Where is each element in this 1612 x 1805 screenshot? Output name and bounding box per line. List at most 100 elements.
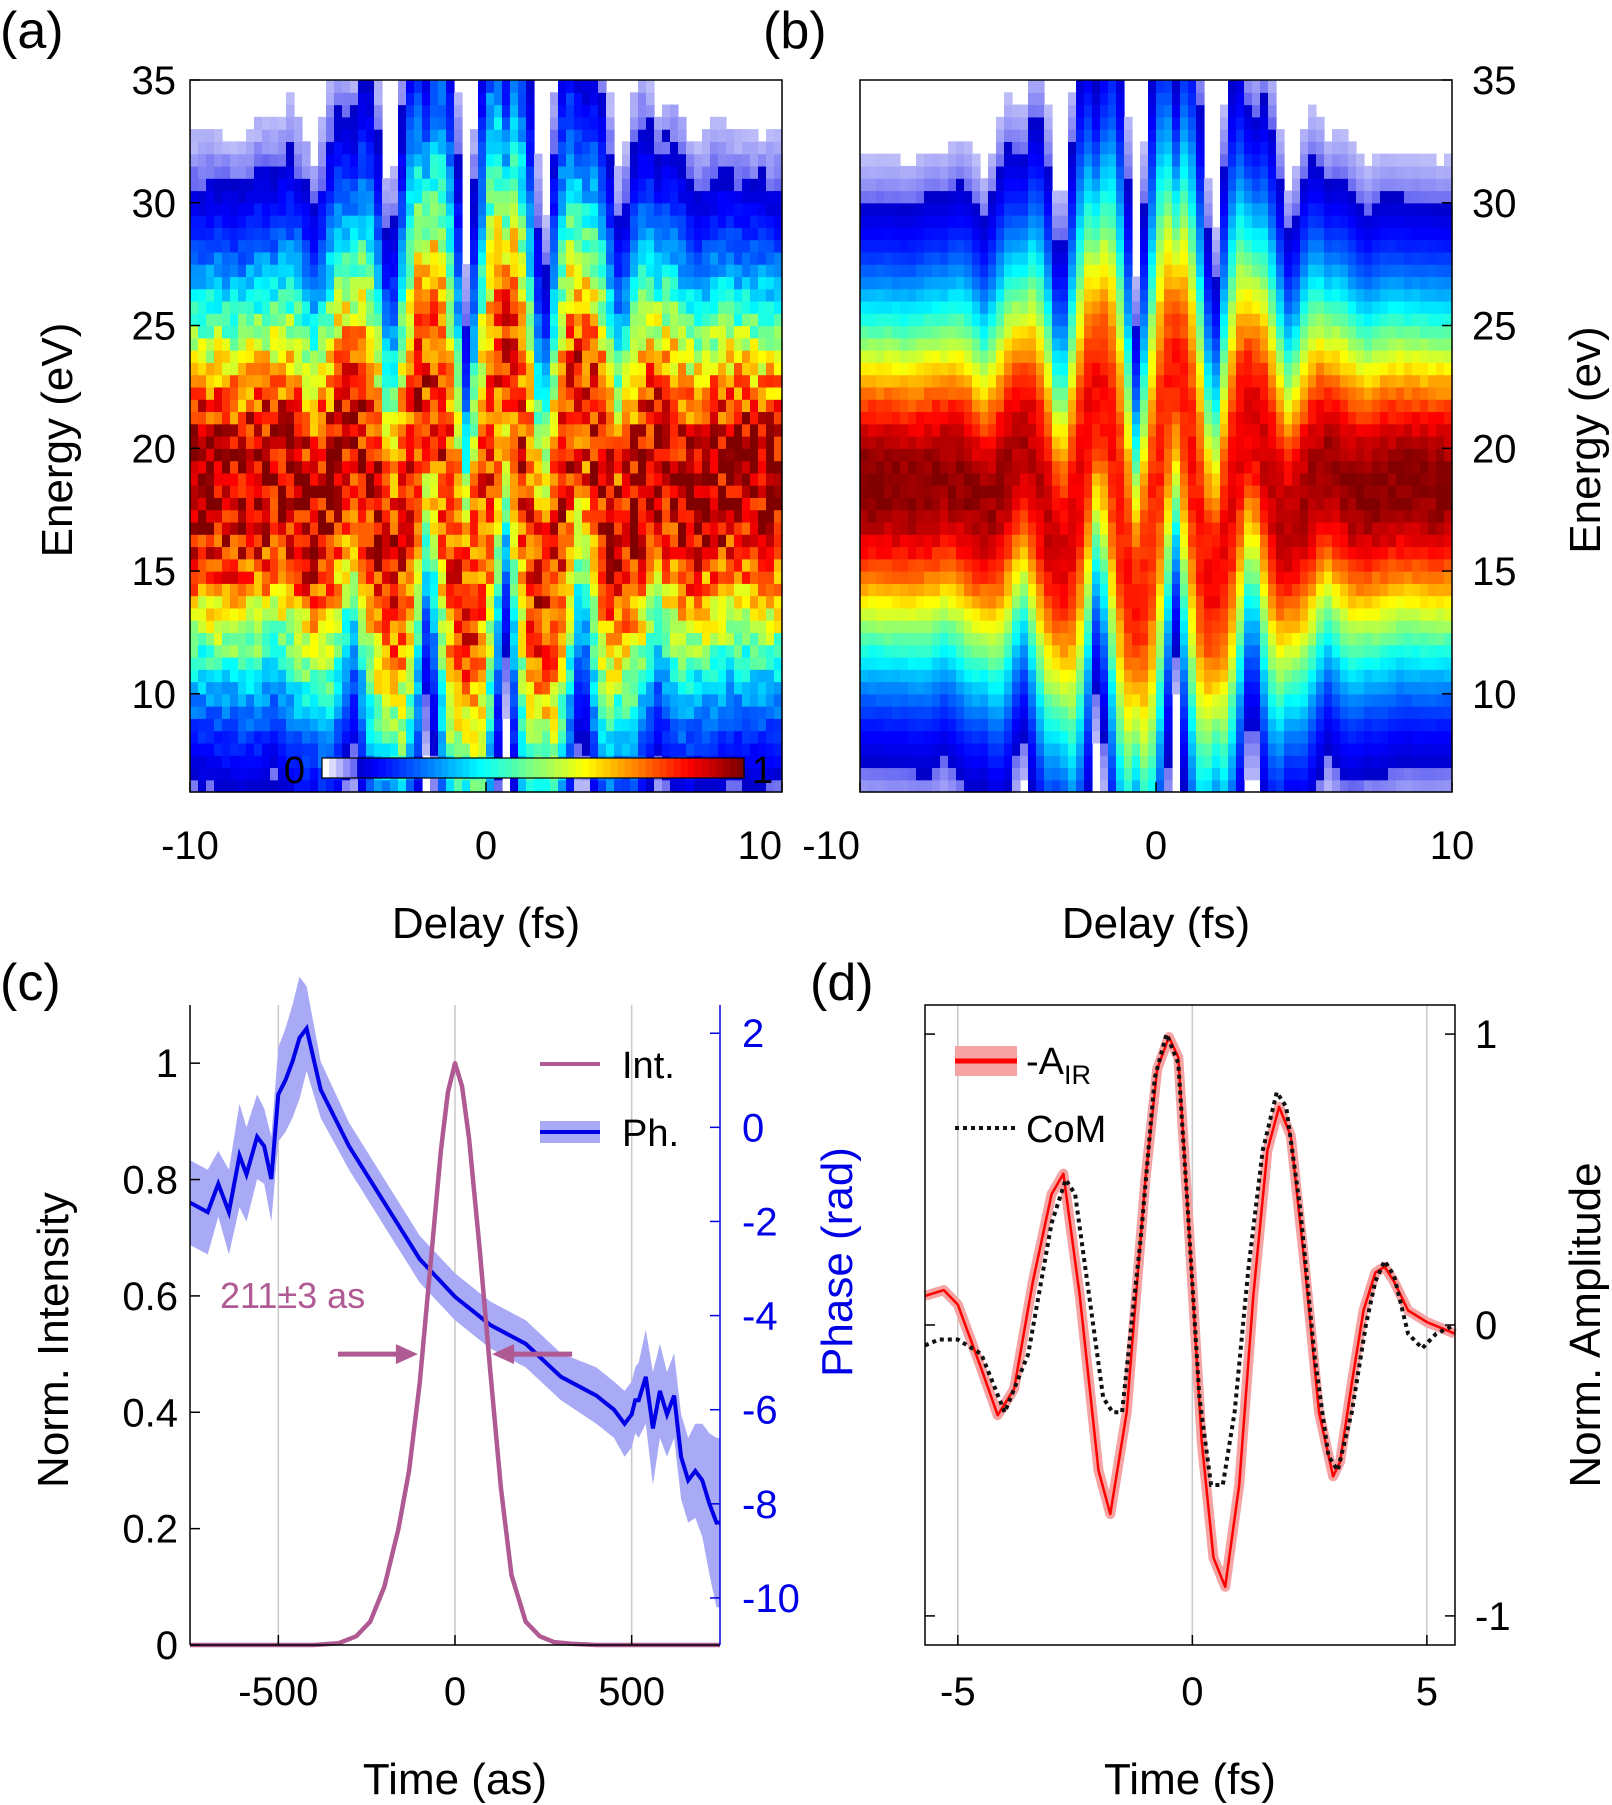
heatmap-cell <box>350 399 359 413</box>
heatmap-cell <box>438 509 447 523</box>
heatmap-cell <box>654 472 663 486</box>
heatmap-cell <box>654 742 663 756</box>
heatmap-cell <box>206 669 215 683</box>
heatmap-cell <box>750 239 759 253</box>
heatmap-cell <box>382 178 391 192</box>
heatmap-cell <box>678 129 687 142</box>
heatmap-cell <box>566 80 575 93</box>
heatmap-cell <box>876 571 885 584</box>
heatmap-cell <box>438 92 447 106</box>
heatmap-cell <box>908 718 917 732</box>
heatmap-cell <box>598 509 607 523</box>
heatmap-cell <box>190 509 199 523</box>
heatmap-cell <box>868 595 877 609</box>
heatmap-cell <box>398 104 407 118</box>
heatmap-cell <box>614 779 623 793</box>
heatmap-cell <box>550 656 559 670</box>
heatmap-cell <box>900 767 909 781</box>
heatmap-cell <box>438 607 447 621</box>
heatmap-cell <box>686 497 695 511</box>
heatmap-cell <box>406 129 415 142</box>
heatmap-cell <box>638 288 647 302</box>
heatmap-cell <box>414 251 423 265</box>
heatmap-cell <box>294 656 303 670</box>
heatmap-cell <box>454 460 463 474</box>
heatmap-cell <box>430 436 439 449</box>
heatmap-cell <box>654 620 663 634</box>
heatmap-cell <box>486 730 495 744</box>
heatmap-cell <box>342 681 351 695</box>
heatmap-cell <box>678 779 687 793</box>
heatmap-cell <box>734 693 743 707</box>
heatmap-cell <box>558 350 567 363</box>
heatmap-cell <box>550 288 559 302</box>
heatmap-cell <box>702 215 711 228</box>
heatmap-cell <box>550 386 559 400</box>
heatmap-cell <box>630 558 639 572</box>
heatmap-cell <box>686 178 695 192</box>
heatmap-cell <box>868 215 877 228</box>
heatmap-cell <box>246 730 255 744</box>
heatmap-cell <box>502 350 511 363</box>
heatmap-cell <box>766 742 775 756</box>
heatmap-cell <box>206 386 215 400</box>
heatmap-cell <box>302 337 311 351</box>
heatmap-cell <box>964 300 973 314</box>
heatmap-cell <box>534 681 543 695</box>
heatmap-cell <box>956 681 965 695</box>
heatmap-cell <box>238 644 247 658</box>
heatmap-cell <box>868 337 877 351</box>
heatmap-cell <box>278 485 287 498</box>
heatmap-cell <box>614 202 623 216</box>
heatmap-cell <box>478 656 487 670</box>
heatmap-cell <box>972 534 981 548</box>
heatmap-cell <box>286 374 295 388</box>
heatmap-cell <box>198 767 207 781</box>
heatmap-cell <box>892 534 901 548</box>
heatmap-cell <box>518 436 527 449</box>
heatmap-cell <box>670 141 679 155</box>
heatmap-cell <box>638 779 647 793</box>
heatmap-cell <box>742 178 751 192</box>
heatmap-cell <box>980 448 989 462</box>
heatmap-cell <box>430 80 439 93</box>
heatmap-cell <box>358 558 367 572</box>
heatmap-cell <box>726 325 735 339</box>
heatmap-cell <box>374 779 383 793</box>
heatmap-cell <box>718 742 727 756</box>
heatmap-cell <box>980 742 989 756</box>
heatmap-cell <box>446 558 455 572</box>
heatmap-cell <box>774 460 783 474</box>
heatmap-cell <box>294 141 303 155</box>
heatmap-cell <box>238 767 247 781</box>
heatmap-cell <box>350 92 359 106</box>
heatmap-cell <box>294 215 303 228</box>
heatmap-cell <box>924 276 933 290</box>
heatmap-cell <box>860 362 869 376</box>
colorbar-cell <box>399 758 407 778</box>
heatmap-cell <box>590 300 599 314</box>
heatmap-cell <box>342 325 351 339</box>
heatmap-cell <box>948 300 957 314</box>
heatmap-cell <box>342 362 351 376</box>
heatmap-cell <box>948 153 957 167</box>
heatmap-cell <box>774 669 783 683</box>
heatmap-cell <box>758 300 767 314</box>
heatmap-cell <box>342 350 351 363</box>
heatmap-cell <box>590 779 599 793</box>
heatmap-cell <box>884 656 893 670</box>
heatmap-cell <box>582 485 591 498</box>
heatmap-cell <box>686 288 695 302</box>
heatmap-cell <box>326 374 335 388</box>
heatmap-cell <box>932 313 941 327</box>
heatmap-cell <box>916 264 925 278</box>
heatmap-cell <box>742 362 751 376</box>
heatmap-cell <box>262 620 271 634</box>
heatmap-cell <box>230 190 239 204</box>
heatmap-cell <box>972 583 981 597</box>
heatmap-cell <box>214 706 223 719</box>
heatmap-cell <box>414 448 423 462</box>
heatmap-cell <box>710 436 719 449</box>
panel-a-x-label: Delay (fs) <box>392 899 580 948</box>
